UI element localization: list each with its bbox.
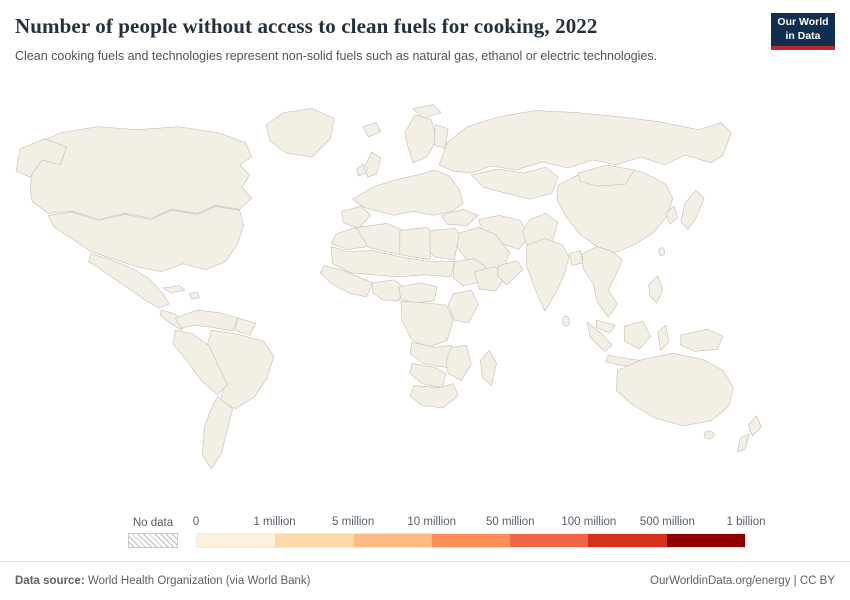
region-sahel[interactable]	[331, 246, 455, 278]
legend-scale: 0 1 million 5 million 10 million 50 million 1…	[192, 516, 766, 548]
legend-segment-1[interactable]	[275, 534, 354, 547]
legend-segment-2[interactable]	[353, 534, 432, 547]
legend-no-data-label: No data	[132, 517, 174, 529]
region-libya[interactable]	[399, 227, 435, 260]
legend-tick-label: 10 million	[407, 516, 456, 528]
legend-tick-label: 5 million	[332, 516, 375, 528]
region-sulawesi[interactable]	[657, 324, 670, 351]
region-taiwan[interactable]	[658, 247, 666, 256]
region-colombia-venezuela[interactable]	[174, 309, 238, 332]
footer-link[interactable]: OurWorldinData.org/energy	[650, 575, 791, 587]
data-source-text: World Health Organization (via World Ban…	[87, 575, 311, 587]
region-uk[interactable]	[365, 151, 381, 178]
map-legend: No data 0 1 million 5 million 10 million 50 …	[128, 516, 766, 548]
legend-segment-6[interactable]	[666, 534, 745, 547]
region-somalia[interactable]	[497, 260, 524, 286]
legend-tick-label: 1 million	[253, 516, 296, 528]
region-malaysia[interactable]	[595, 319, 616, 334]
region-europe[interactable]	[352, 169, 464, 216]
region-mozambique-zimbabwe[interactable]	[445, 344, 472, 381]
region-new-zealand-south[interactable]	[736, 433, 750, 453]
chart-header: Number of people without access to clean…	[15, 14, 755, 65]
region-usa[interactable]	[47, 205, 244, 273]
legend-tick-label: 500 million	[639, 516, 695, 528]
region-philippines[interactable]	[648, 275, 664, 304]
region-russia[interactable]	[438, 110, 732, 174]
region-peru-bolivia[interactable]	[172, 329, 228, 395]
region-kenya-tanzania[interactable]	[447, 289, 479, 324]
region-iceland[interactable]	[362, 122, 381, 138]
region-namibia-botswana[interactable]	[409, 363, 447, 388]
footer: Data source: World Health Organization (…	[0, 561, 850, 600]
data-source: Data source: World Health Organization (…	[15, 575, 311, 587]
region-sumatra[interactable]	[586, 321, 613, 352]
region-mainland-southeast-asia[interactable]	[581, 246, 623, 318]
footer-right: OurWorldinData.org/energy | CC BY	[650, 575, 835, 587]
legend-no-data: No data	[128, 517, 178, 548]
region-tasmania[interactable]	[703, 430, 715, 440]
legend-segment-3[interactable]	[431, 534, 511, 547]
region-cuba[interactable]	[162, 285, 186, 294]
region-greenland[interactable]	[265, 108, 335, 158]
page-title: Number of people without access to clean…	[15, 14, 598, 38]
region-algeria[interactable]	[356, 223, 405, 255]
region-egypt[interactable]	[429, 228, 460, 260]
legend-tick-labels: 0 1 million 5 million 10 million 50 million 1…	[192, 516, 766, 533]
legend-segment-4[interactable]	[510, 534, 589, 547]
legend-tick-label: 50 million	[485, 516, 535, 528]
region-turkey[interactable]	[440, 209, 479, 226]
region-argentina-chile[interactable]	[202, 396, 233, 470]
region-australia[interactable]	[616, 353, 734, 427]
legend-color-bar[interactable]	[196, 533, 746, 548]
region-svalbard[interactable]	[412, 104, 442, 119]
logo-line2: in Data	[785, 29, 821, 42]
legend-tick-label: 100 million	[561, 516, 617, 528]
legend-tick-label: 0	[192, 516, 200, 528]
region-drc[interactable]	[400, 300, 454, 348]
legend-segment-0[interactable]	[197, 534, 276, 547]
legend-segment-5[interactable]	[588, 534, 667, 547]
region-korea[interactable]	[665, 205, 679, 225]
region-ireland[interactable]	[356, 163, 366, 177]
region-bangladesh[interactable]	[568, 250, 584, 267]
region-west-africa[interactable]	[319, 265, 373, 298]
region-guyanas[interactable]	[234, 317, 257, 336]
region-alaska[interactable]	[15, 138, 67, 178]
region-mongolia[interactable]	[577, 164, 635, 187]
footer-license: | CC BY	[790, 575, 835, 587]
region-nigeria[interactable]	[372, 279, 405, 302]
region-scandinavia[interactable]	[404, 114, 438, 164]
region-india[interactable]	[526, 238, 570, 312]
region-canada[interactable]	[30, 126, 253, 220]
legend-no-data-swatch[interactable]	[128, 533, 178, 548]
legend-tick-label: 1 billion	[726, 516, 766, 528]
region-cameroon-central-africa[interactable]	[398, 282, 438, 304]
region-japan[interactable]	[680, 189, 705, 230]
world-map	[12, 100, 838, 508]
region-south-africa[interactable]	[409, 383, 459, 409]
owid-logo[interactable]: Our World in Data	[771, 13, 835, 50]
region-sri-lanka[interactable]	[562, 315, 570, 327]
region-borneo[interactable]	[624, 320, 651, 350]
region-new-zealand[interactable]	[748, 415, 762, 437]
region-iberia[interactable]	[341, 205, 371, 229]
chart-subtitle: Clean cooking fuels and technologies rep…	[15, 49, 658, 63]
region-madagascar[interactable]	[480, 350, 497, 386]
data-source-label: Data source:	[15, 575, 85, 587]
region-new-guinea[interactable]	[680, 328, 724, 352]
region-kazakhstan-central-asia[interactable]	[471, 166, 559, 200]
region-mexico[interactable]	[88, 253, 170, 309]
region-hispaniola[interactable]	[188, 291, 200, 300]
logo-line1: Our World	[777, 16, 829, 29]
